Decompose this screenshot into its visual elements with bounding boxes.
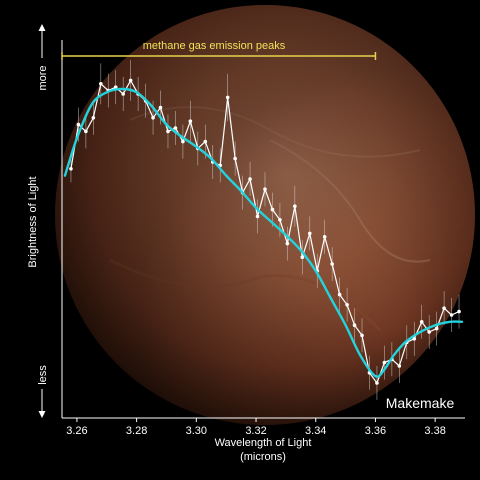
plot-frame xyxy=(61,40,465,419)
data-point xyxy=(151,116,155,120)
x-tick-label: 3.36 xyxy=(365,425,386,437)
x-tick-label: 3.34 xyxy=(305,425,326,437)
data-point xyxy=(128,78,133,83)
data-point xyxy=(300,255,305,259)
y-axis-qualitative: more Brightness of Light less xyxy=(27,24,49,418)
data-point xyxy=(91,116,96,120)
data-point xyxy=(360,333,364,338)
data-point xyxy=(166,129,170,134)
object-label: Makemake xyxy=(386,395,455,411)
y-axis-title: Brightness of Light xyxy=(27,176,39,267)
less-arrow-icon xyxy=(38,411,46,418)
data-point xyxy=(352,323,357,328)
data-point xyxy=(233,156,237,161)
x-axis-ticks: 3.26 3.28 3.30 3.32 3.34 3.36 3.38 xyxy=(66,418,446,437)
x-tick-label: 3.28 xyxy=(126,425,147,437)
data-point xyxy=(285,241,290,246)
data-point xyxy=(397,364,402,368)
data-point xyxy=(225,95,230,100)
data-point xyxy=(322,235,327,239)
data-point xyxy=(203,139,208,144)
methane-annotation: methane gas emission peaks xyxy=(61,40,377,60)
data-point xyxy=(457,309,461,314)
data-point xyxy=(427,330,431,334)
data-point xyxy=(278,218,282,222)
more-arrow-icon xyxy=(38,24,46,31)
annotation-label: methane gas emission peaks xyxy=(143,40,286,52)
data-point xyxy=(248,177,252,181)
data-point xyxy=(99,82,103,86)
x-axis-units: (microns) xyxy=(240,451,286,463)
x-tick-label: 3.26 xyxy=(66,425,87,437)
data-point xyxy=(442,306,446,311)
data-point xyxy=(181,139,185,144)
x-tick-label: 3.32 xyxy=(245,425,266,437)
data-point xyxy=(158,105,163,110)
data-point xyxy=(337,292,342,297)
data-point xyxy=(188,119,193,123)
y-high-label: more xyxy=(37,65,49,90)
data-point xyxy=(412,337,417,341)
data-point xyxy=(76,122,81,127)
data-point xyxy=(255,214,260,219)
y-low-label: less xyxy=(37,365,49,385)
data-point xyxy=(419,320,424,324)
data-point xyxy=(345,303,349,307)
data-point xyxy=(330,262,334,266)
data-point xyxy=(434,326,439,331)
data-point xyxy=(382,360,387,365)
x-tick-label: 3.30 xyxy=(186,425,207,437)
data-point xyxy=(293,204,297,208)
data-point xyxy=(375,381,379,385)
data-point xyxy=(270,207,275,212)
data-point xyxy=(84,129,88,134)
data-point xyxy=(263,187,267,191)
x-axis-title: Wavelength of Light xyxy=(215,437,312,449)
data-point xyxy=(121,92,125,96)
data-point xyxy=(69,167,73,171)
x-tick-label: 3.38 xyxy=(424,425,445,437)
model-fit-line xyxy=(63,87,464,378)
data-point xyxy=(173,126,178,130)
series-layer xyxy=(63,60,464,400)
data-point xyxy=(449,313,454,317)
data-point xyxy=(307,231,312,236)
